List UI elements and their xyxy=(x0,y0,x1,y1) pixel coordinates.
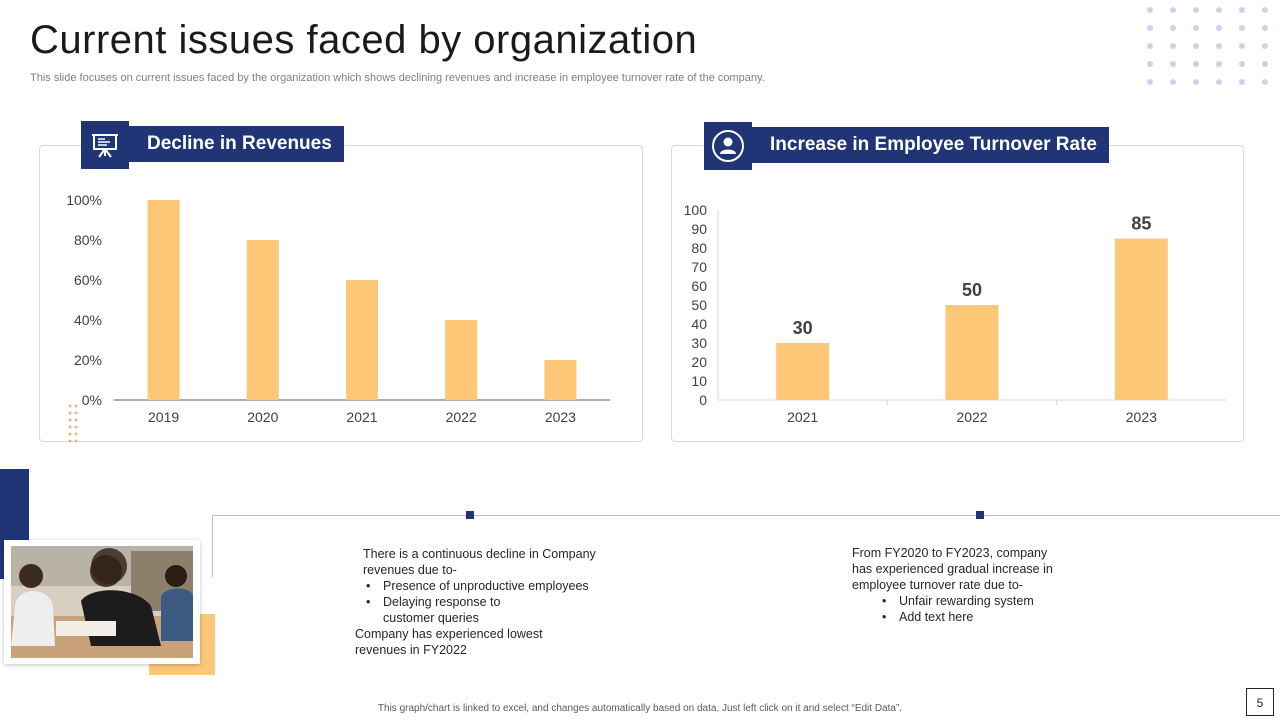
turnover-bar xyxy=(945,305,999,400)
revenue-bar xyxy=(346,280,378,400)
x-tick-label: 2021 xyxy=(346,409,377,425)
y-tick-label: 50 xyxy=(691,297,707,313)
y-tick-label: 60 xyxy=(691,278,707,294)
y-tick-label: 20% xyxy=(74,352,102,368)
y-tick-label: 40 xyxy=(691,316,707,332)
bar-data-label: 50 xyxy=(962,280,982,300)
timeline-divider xyxy=(212,515,1280,516)
y-tick-label: 10 xyxy=(691,373,707,389)
x-tick-label: 2019 xyxy=(148,409,179,425)
timeline-marker-left xyxy=(466,511,474,519)
timeline-connector xyxy=(212,515,213,577)
revenue-bar xyxy=(147,200,180,400)
bar-data-label: 85 xyxy=(1131,214,1151,234)
turnover-note-bullet: Add text here xyxy=(879,609,1067,625)
team-photo xyxy=(11,546,193,658)
x-tick-label: 2023 xyxy=(1126,409,1157,425)
slide-title: Current issues faced by organization xyxy=(30,18,698,62)
page-number: 5 xyxy=(1246,688,1274,716)
turnover-note-intro: From FY2020 to FY2023, company has exper… xyxy=(852,546,1053,592)
y-tick-label: 60% xyxy=(74,272,102,288)
y-tick-label: 90 xyxy=(691,221,707,237)
x-tick-label: 2021 xyxy=(787,409,818,425)
y-tick-label: 0% xyxy=(82,392,102,408)
revenue-note-bullet: Presence of unproductive employees xyxy=(363,578,615,594)
turnover-chart-header: Increase in Employee Turnover Rate xyxy=(752,127,1109,163)
turnover-bar xyxy=(776,343,830,400)
revenue-note-bullet: Delaying response to customer queries xyxy=(363,594,533,626)
revenue-bar xyxy=(445,320,478,400)
employee-user-icon xyxy=(704,122,752,170)
y-tick-label: 30 xyxy=(691,335,707,351)
bar-data-label: 30 xyxy=(793,318,813,338)
team-photo-frame xyxy=(4,540,200,664)
revenue-chart-header: Decline in Revenues xyxy=(129,126,344,162)
y-tick-label: 100% xyxy=(66,192,102,208)
turnover-bar xyxy=(1114,238,1168,400)
slide-subtitle: This slide focuses on current issues fac… xyxy=(30,72,765,84)
y-tick-label: 0 xyxy=(699,392,707,408)
y-tick-label: 40% xyxy=(74,312,102,328)
x-tick-label: 2020 xyxy=(247,409,278,425)
footer-note: This graph/chart is linked to excel, and… xyxy=(377,703,903,714)
y-tick-label: 70 xyxy=(691,259,707,275)
y-tick-label: 20 xyxy=(691,354,707,370)
revenue-note-intro: There is a continuous decline in Company… xyxy=(363,547,596,577)
timeline-marker-right xyxy=(976,511,984,519)
presentation-board-icon xyxy=(81,121,129,169)
revenue-chart-panel xyxy=(39,145,643,442)
y-tick-label: 100 xyxy=(684,202,708,218)
revenue-note: There is a continuous decline in Company… xyxy=(355,546,615,658)
y-tick-label: 80% xyxy=(74,232,102,248)
x-tick-label: 2022 xyxy=(446,409,477,425)
revenue-bar xyxy=(544,360,577,400)
revenue-bar xyxy=(246,240,279,400)
x-tick-label: 2023 xyxy=(545,409,576,425)
decorative-dot-grid xyxy=(1147,7,1268,85)
revenue-note-outro: Company has experienced lowest revenues … xyxy=(355,627,543,657)
y-tick-label: 80 xyxy=(691,240,707,256)
x-tick-label: 2022 xyxy=(956,409,987,425)
turnover-note: From FY2020 to FY2023, company has exper… xyxy=(852,545,1067,625)
turnover-note-bullet: Unfair rewarding system xyxy=(879,593,1067,609)
